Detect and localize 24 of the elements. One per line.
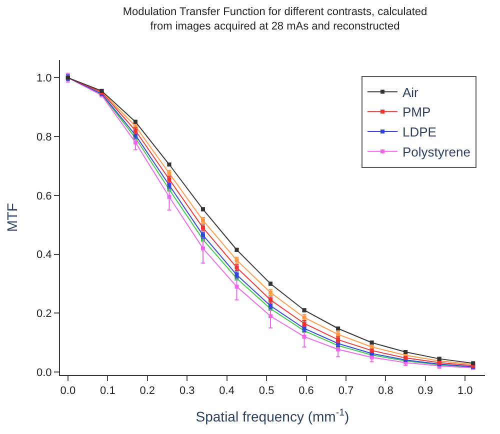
y-axis-title: MTF (4, 203, 20, 232)
legend-label: Air (402, 84, 420, 100)
x-tick-label: 0.8 (378, 385, 394, 398)
x-tick-label: 0.7 (338, 385, 354, 398)
x-tick-label: 0.5 (258, 385, 274, 398)
x-tick-label: 0.3 (179, 385, 195, 398)
y-tick-label: 1.0 (36, 72, 52, 85)
y-tick-label: 0.6 (36, 190, 52, 202)
y-tick-label: 0.2 (36, 308, 52, 320)
chart-title: Modulation Transfer Function for different contrasts, calculated from images acquired at 28 mAs and reconstructed (122, 6, 428, 32)
x-tick-label: 0.4 (219, 385, 234, 398)
x-tick-label: 0.0 (60, 385, 76, 398)
x-tick-label: 0.1 (100, 385, 116, 398)
legend-label: PMP (402, 104, 431, 120)
x-axis-title: Spatial frequency (mm$^{-1}$) (196, 408, 350, 424)
x-tick-label: 0.6 (298, 385, 314, 398)
y-tick-label: 0.8 (36, 131, 52, 144)
legend-label: LDPE (402, 124, 437, 140)
x-tick-label: 0.2 (140, 385, 156, 398)
x-tick-label: 0.9 (418, 385, 434, 398)
legend-label: Polystyrene (402, 144, 470, 160)
y-tick-label: 0.0 (36, 366, 52, 379)
y-tick-label: 0.4 (36, 249, 52, 262)
x-tick-label: 1.0 (457, 385, 473, 398)
